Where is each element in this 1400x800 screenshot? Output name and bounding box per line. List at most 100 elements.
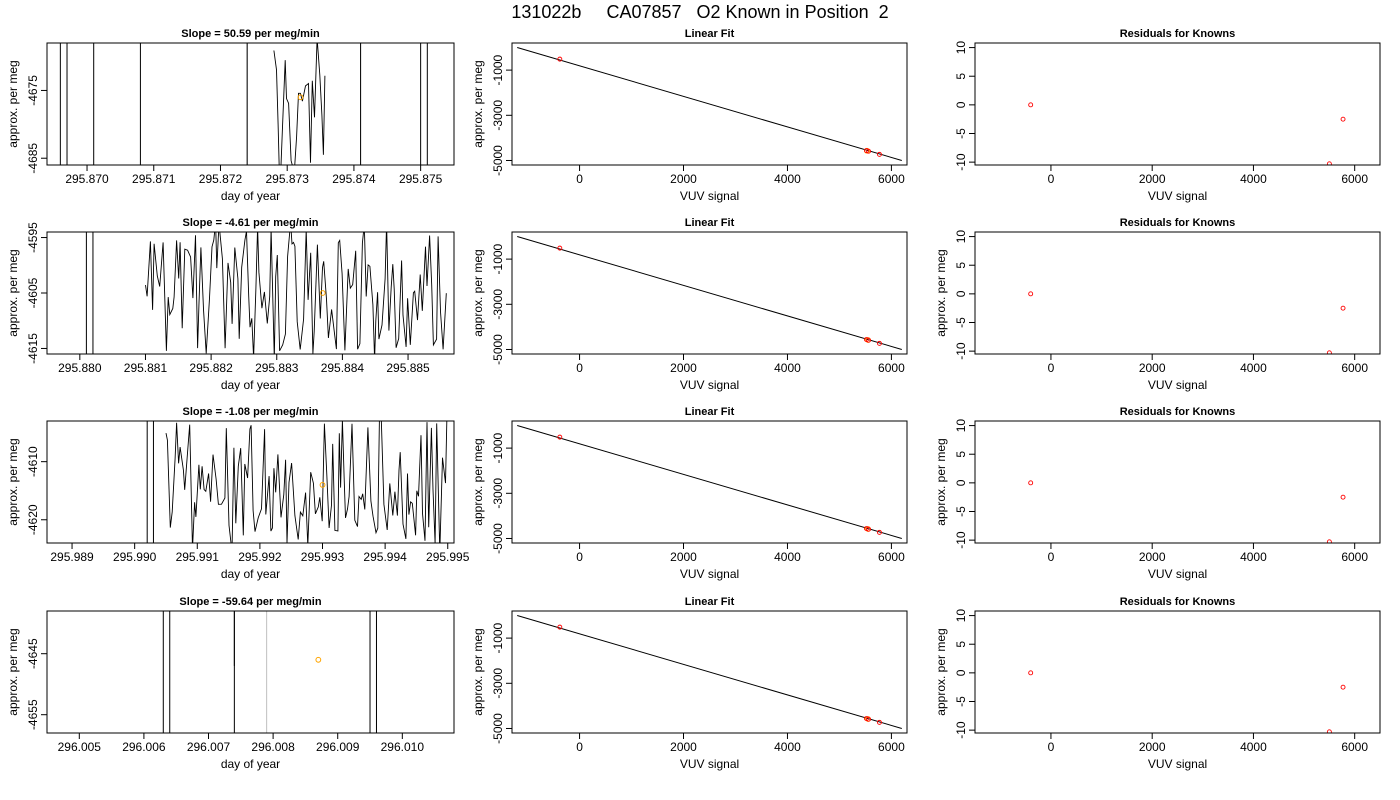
known-point	[877, 719, 882, 725]
panel-title: Slope = 50.59 per meg/min	[181, 28, 320, 40]
y-tick-label: -1000	[491, 243, 505, 274]
panel-title: Slope = -1.08 per meg/min	[182, 406, 318, 418]
panel-4-3: Residuals for Knowns 0 2000 4000 6000 10 5 0 -5 -…	[934, 596, 1381, 771]
panel-3-2: Linear Fit 0 2000 4000 6000 -1000 -3000 -5000 VU…	[471, 406, 908, 581]
y-tick-label: 10	[954, 609, 968, 623]
x-tick-label: 296.007	[187, 740, 231, 754]
known-point	[557, 434, 563, 440]
y-axis-label: approx. per meg	[6, 249, 20, 336]
plot-frame	[974, 231, 1381, 355]
mean-marker	[319, 290, 326, 296]
x-tick-label: 6000	[1341, 172, 1368, 186]
y-axis-label: approx. per meg	[471, 438, 485, 525]
known-point	[1326, 729, 1332, 733]
known-point	[557, 245, 563, 251]
y-tick-label: -4615	[26, 333, 40, 364]
y-tick-label: -5	[954, 506, 968, 517]
y-tick-label: -4620	[26, 504, 40, 535]
plot-area	[517, 47, 902, 161]
x-tick-label: 295.881	[124, 361, 168, 375]
y-tick-label: 10	[954, 419, 968, 433]
y-tick-label: -5	[954, 317, 968, 328]
x-tick-label: 6000	[1341, 550, 1368, 564]
x-axis-label: VUV signal	[1148, 757, 1207, 771]
known-point	[1028, 670, 1034, 676]
panel-3-3: Residuals for Knowns 0 2000 4000 6000 10 5 0 -5 -…	[934, 406, 1381, 581]
y-axis-label: approx. per meg	[471, 628, 485, 715]
x-tick-label: 295.883	[255, 361, 299, 375]
x-axis-label: VUV signal	[680, 189, 739, 203]
known-point	[1340, 116, 1346, 122]
plot-area	[146, 421, 448, 543]
panel-title: Linear Fit	[685, 596, 735, 608]
plot-frame	[511, 420, 908, 544]
x-tick-label: 295.875	[399, 172, 443, 186]
known-point	[1326, 161, 1332, 165]
x-tick-label: 0	[576, 361, 583, 375]
y-tick-label: -4675	[26, 75, 40, 106]
mean-marker	[315, 656, 322, 663]
panel-4-1: Slope = -59.64 per meg/min 296.005 296.006…	[6, 596, 455, 771]
trace-line	[273, 43, 326, 165]
panel-1-3: Residuals for Knowns 0 2000 4000 6000 10 5 0 -5 -…	[954, 28, 1381, 203]
y-tick-label: 0	[954, 669, 968, 676]
y-tick-label: -10	[954, 342, 968, 360]
plot-area	[85, 232, 447, 354]
x-tick-label: 6000	[878, 361, 905, 375]
x-tick-label: 4000	[774, 740, 801, 754]
known-point	[866, 716, 871, 722]
x-tick-label: 2000	[1139, 172, 1166, 186]
x-tick-label: 0	[1048, 361, 1055, 375]
x-tick-label: 295.993	[301, 550, 345, 564]
known-point	[877, 529, 882, 535]
y-tick-label: -3000	[491, 100, 505, 131]
x-tick-label: 2000	[670, 361, 697, 375]
x-tick-label: 295.989	[50, 550, 94, 564]
y-axis-label: approx. per meg	[471, 249, 485, 336]
plot-area	[162, 611, 377, 733]
plot-area	[517, 425, 902, 539]
y-tick-label: -4645	[26, 638, 40, 669]
x-tick-label: 295.994	[363, 550, 407, 564]
figure-title: 131022b CA07857 O2 Known in Position 2	[511, 2, 889, 22]
y-tick-label: -10	[954, 531, 968, 549]
x-tick-label: 295.995	[426, 550, 470, 564]
y-tick-label: 5	[954, 451, 968, 458]
x-tick-label: 0	[576, 550, 583, 564]
known-point	[1028, 102, 1034, 108]
y-tick-label: -3000	[491, 478, 505, 509]
y-tick-label: -5	[954, 128, 968, 139]
plot-area	[59, 43, 428, 165]
y-tick-label: -4685	[26, 143, 40, 174]
x-tick-label: 4000	[774, 361, 801, 375]
x-axis-label: VUV signal	[680, 378, 739, 392]
plot-frame	[46, 420, 455, 544]
x-tick-label: 295.873	[266, 172, 310, 186]
x-axis-label: VUV signal	[680, 567, 739, 581]
plot-frame	[974, 42, 1381, 166]
x-tick-label: 4000	[774, 172, 801, 186]
x-tick-label: 2000	[670, 550, 697, 564]
y-tick-label: 0	[954, 290, 968, 297]
x-tick-label: 6000	[1341, 740, 1368, 754]
x-axis-label: VUV signal	[680, 757, 739, 771]
known-point	[1326, 539, 1332, 543]
known-point	[1340, 684, 1346, 690]
panel-1-2: Linear Fit 0 2000 4000 6000 -1000 -3000 -5000 VU…	[471, 28, 908, 203]
x-tick-label: 0	[576, 740, 583, 754]
x-tick-label: 295.884	[321, 361, 365, 375]
x-tick-label: 295.870	[65, 172, 109, 186]
known-point	[1028, 291, 1034, 297]
x-tick-label: 295.872	[199, 172, 243, 186]
plot-frame	[511, 231, 908, 355]
x-tick-label: 6000	[878, 740, 905, 754]
y-axis-label: approx. per meg	[6, 60, 20, 147]
known-point	[864, 526, 869, 531]
panel-title: Linear Fit	[685, 406, 735, 418]
y-tick-label: -4655	[26, 699, 40, 730]
x-tick-label: 295.991	[176, 550, 220, 564]
y-tick-label: -4595	[26, 222, 40, 253]
known-point	[877, 340, 882, 346]
plot-area	[517, 236, 902, 350]
